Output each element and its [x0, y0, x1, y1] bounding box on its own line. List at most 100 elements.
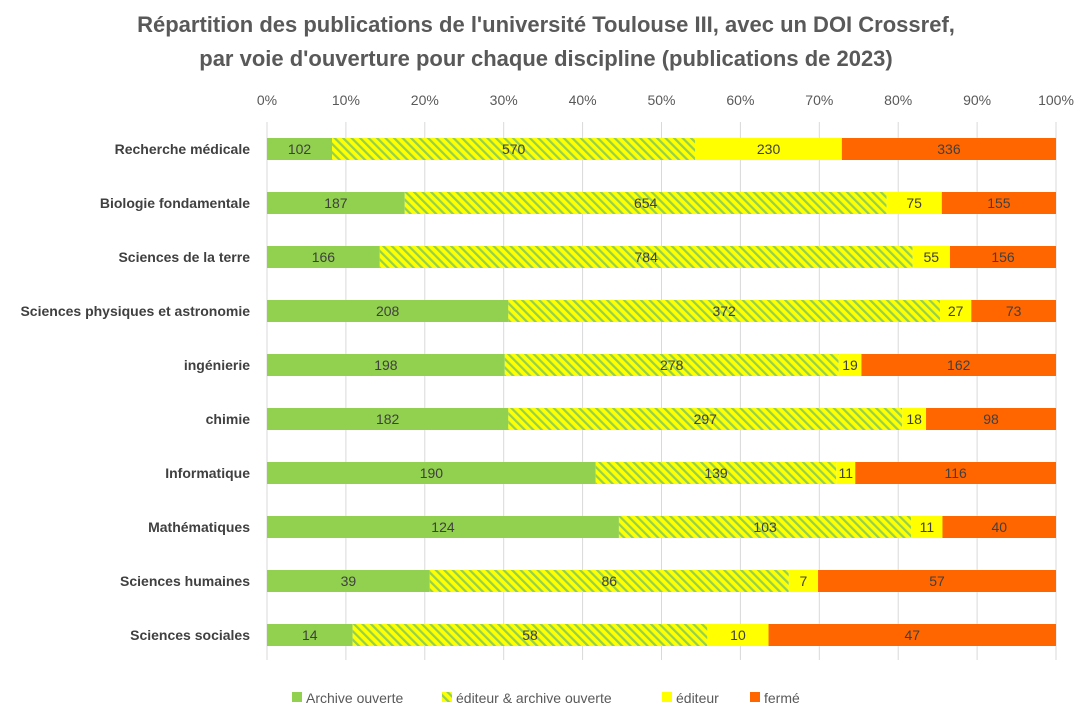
bar-segment [352, 624, 708, 646]
bar-segment [267, 354, 505, 376]
legend-label: éditeur [676, 690, 719, 706]
data-label: 139 [704, 465, 728, 481]
data-label: 166 [312, 249, 336, 265]
bar-segment [267, 246, 380, 268]
data-label: 570 [502, 141, 526, 157]
data-label: 57 [929, 573, 945, 589]
data-label: 784 [635, 249, 659, 265]
data-label: 297 [694, 411, 718, 427]
x-tick-label: 50% [647, 92, 675, 108]
bar-segment [861, 354, 1056, 376]
data-label: 124 [431, 519, 455, 535]
data-label: 336 [937, 141, 961, 157]
data-label: 10 [730, 627, 746, 643]
chart-title: Répartition des publications de l'univer… [137, 12, 955, 37]
bar-segment [926, 408, 1056, 430]
bar-segment [818, 570, 1056, 592]
bar-segment [267, 192, 405, 214]
data-label: 102 [288, 141, 312, 157]
data-label: 654 [634, 195, 658, 211]
chart-subtitle: par voie d'ouverture pour chaque discipl… [199, 46, 893, 71]
legend-swatch [662, 692, 672, 702]
bar-segment [267, 462, 596, 484]
data-label: 47 [904, 627, 920, 643]
data-label: 7 [800, 573, 808, 589]
bar-segment [841, 138, 1056, 160]
data-label: 116 [944, 465, 967, 481]
category-label: Biologie fondamentale [100, 195, 250, 211]
data-label: 86 [602, 573, 618, 589]
category-label: ingénierie [184, 357, 250, 373]
bar-segment [508, 300, 940, 322]
bar-segment [618, 516, 912, 538]
data-label: 198 [374, 357, 398, 373]
data-label: 14 [302, 627, 318, 643]
data-label: 18 [906, 411, 922, 427]
bar-segment [942, 516, 1056, 538]
data-label: 182 [376, 411, 400, 427]
category-label: Mathématiques [148, 519, 250, 535]
data-label: 19 [842, 357, 858, 373]
bar-segment [508, 408, 903, 430]
bar-segment [911, 516, 943, 538]
x-tick-label: 20% [411, 92, 439, 108]
legend-swatch [750, 692, 760, 702]
bar-segment [267, 516, 619, 538]
data-label: 58 [522, 627, 538, 643]
legend: Archive ouverte éditeur & archive ouverte… [292, 690, 800, 706]
bar-segment [788, 570, 819, 592]
category-label: Sciences sociales [130, 627, 250, 643]
bars [267, 138, 1056, 646]
legend-swatch [442, 692, 452, 702]
x-tick-label: 70% [805, 92, 833, 108]
data-label: 55 [924, 249, 940, 265]
x-axis-ticks: 0% 10% 20% 30% 40% 50% 60% 70% 80% 90% 100% [257, 92, 1074, 108]
bar-segment [267, 624, 353, 646]
data-label: 372 [712, 303, 736, 319]
data-label: 11 [838, 465, 853, 481]
bar-segment [267, 408, 509, 430]
bar-segment [267, 300, 509, 322]
bar-segment [504, 354, 839, 376]
data-label: 156 [991, 249, 1015, 265]
bar-segment [404, 192, 887, 214]
bar-segment [886, 192, 942, 214]
x-tick-label: 30% [490, 92, 518, 108]
bar-segment [971, 300, 1056, 322]
x-tick-label: 90% [963, 92, 991, 108]
legend-swatch [292, 692, 302, 702]
bar-segment [939, 300, 972, 322]
bar-segment [838, 354, 862, 376]
category-label: Sciences humaines [120, 573, 250, 589]
bar-segment [855, 462, 1056, 484]
data-label: 155 [987, 195, 1011, 211]
bar-segment [379, 246, 913, 268]
data-label: 27 [948, 303, 964, 319]
bar-segment [902, 408, 927, 430]
x-tick-label: 60% [726, 92, 754, 108]
bar-segment [267, 138, 333, 160]
data-label: 208 [376, 303, 400, 319]
data-label: 162 [947, 357, 971, 373]
bar-segment [949, 246, 1056, 268]
bar-segment [595, 462, 837, 484]
bar-segment [836, 462, 856, 484]
x-tick-label: 40% [569, 92, 597, 108]
category-label: Informatique [165, 465, 250, 481]
bar-segment [267, 570, 430, 592]
data-label: 11 [920, 519, 935, 535]
data-label: 103 [753, 519, 777, 535]
bar-segment [768, 624, 1056, 646]
legend-label: Archive ouverte [306, 690, 403, 706]
data-label: 187 [324, 195, 348, 211]
data-label: 190 [420, 465, 444, 481]
data-label: 278 [660, 357, 684, 373]
x-tick-label: 100% [1038, 92, 1074, 108]
x-tick-label: 10% [332, 92, 360, 108]
bar-segment [695, 138, 842, 160]
category-label: Recherche médicale [115, 141, 251, 157]
data-label: 75 [906, 195, 922, 211]
category-label: Sciences physiques et astronomie [20, 303, 250, 319]
